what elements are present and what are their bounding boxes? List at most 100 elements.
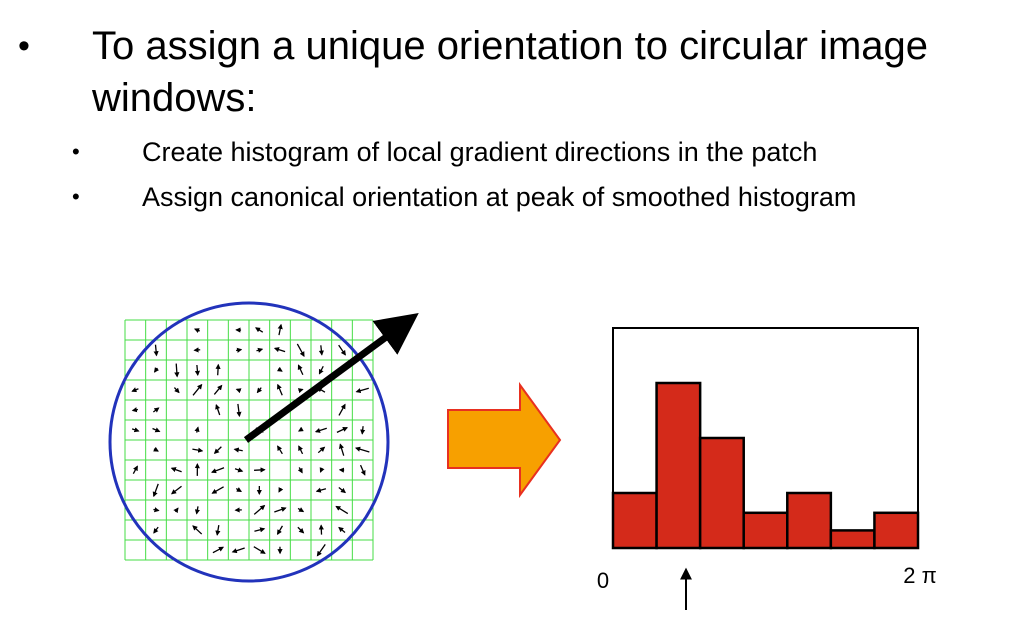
bullet: • bbox=[72, 139, 80, 164]
gradient-arrow bbox=[173, 387, 180, 394]
gradient-arrow bbox=[211, 486, 224, 494]
gradient-arrow bbox=[152, 407, 160, 413]
gradient-arrow bbox=[298, 426, 304, 432]
gradient-arrow bbox=[213, 446, 222, 455]
gradient-arrow bbox=[233, 447, 243, 453]
gradient-arrow bbox=[298, 445, 304, 455]
bullet: • bbox=[18, 27, 30, 65]
gradient-arrow bbox=[338, 344, 346, 356]
gradient-arrow bbox=[319, 467, 325, 473]
gradient-arrow bbox=[256, 387, 263, 394]
gradient-arrow bbox=[254, 467, 266, 473]
gradient-arrow bbox=[153, 344, 159, 357]
gradient-arrow bbox=[277, 445, 283, 455]
gradient-arrow bbox=[336, 427, 348, 433]
gradient-arrow bbox=[314, 427, 327, 433]
gradient-arrow bbox=[354, 446, 370, 453]
main-bullet-text: To assign a unique orientation to circul… bbox=[92, 24, 929, 120]
dominant-orientation-arrow bbox=[243, 313, 419, 443]
histogram-bar bbox=[829, 529, 876, 550]
gradient-arrow bbox=[338, 487, 347, 494]
gradient-arrow bbox=[297, 388, 304, 394]
gradient-arrow bbox=[193, 328, 200, 334]
gradient-arrow bbox=[153, 526, 159, 534]
gradient-arrow bbox=[360, 426, 366, 435]
gradient-arrow bbox=[234, 467, 244, 473]
gradient-arrow bbox=[254, 527, 266, 533]
gradient-arrow bbox=[131, 387, 139, 393]
gradient-arrow bbox=[174, 363, 180, 378]
histogram-bar bbox=[873, 511, 920, 550]
gradient-arrow bbox=[296, 343, 305, 357]
gradient-arrow bbox=[153, 367, 160, 373]
sub-bullet-text: Create histogram of local gradient direc… bbox=[142, 137, 818, 167]
gradient-arrow bbox=[213, 384, 223, 395]
gradient-arrow bbox=[297, 526, 305, 534]
gradient-arrow bbox=[173, 507, 179, 514]
gradient-arrow bbox=[192, 447, 204, 453]
gradient-arrow bbox=[132, 465, 138, 474]
histogram-bar bbox=[655, 381, 702, 550]
gradient-arrow bbox=[278, 486, 284, 493]
gradient-arrow bbox=[253, 546, 266, 554]
gradient-arrow bbox=[338, 443, 345, 456]
gradient-arrow bbox=[318, 365, 324, 375]
gradient-arrow bbox=[274, 506, 287, 513]
window-circle bbox=[108, 301, 390, 583]
gradient-arrow bbox=[235, 347, 243, 353]
gradient-arrow bbox=[212, 546, 225, 554]
gradient-arrow bbox=[338, 403, 346, 416]
gradient-arrow bbox=[318, 345, 324, 356]
histogram-bar bbox=[611, 491, 658, 550]
gradient-arrow bbox=[153, 446, 159, 452]
gradient-arrow bbox=[277, 323, 283, 336]
gradient-arrow bbox=[317, 446, 326, 454]
gradient-arrow bbox=[277, 383, 283, 396]
gradient-arrow bbox=[276, 525, 284, 536]
gradient-arrow bbox=[170, 485, 182, 495]
histogram-bar bbox=[786, 491, 833, 550]
gradient-arrow bbox=[355, 387, 369, 394]
gradient-arrow bbox=[315, 487, 327, 493]
sub-bullet-text: Assign canonical orientation at peak of … bbox=[142, 182, 857, 212]
gradient-arrow bbox=[152, 427, 161, 433]
gradient-arrow bbox=[276, 366, 283, 372]
gradient-arrow bbox=[297, 364, 304, 376]
gradient-arrow bbox=[236, 403, 242, 418]
gradient-arrow bbox=[215, 403, 221, 416]
gradient-arrow bbox=[359, 464, 366, 476]
gradient-arrow bbox=[211, 467, 225, 474]
gradient-arrow bbox=[235, 487, 242, 492]
gradient-arrow bbox=[131, 407, 139, 413]
x-end-label: 2 π bbox=[903, 563, 937, 588]
gradient-arrow bbox=[194, 426, 200, 433]
gradient-arrow bbox=[316, 543, 326, 557]
gradient-arrow bbox=[194, 506, 200, 515]
gradient-arrow bbox=[215, 363, 221, 376]
gradient-arrow bbox=[215, 525, 221, 536]
gradient-arrow bbox=[297, 467, 303, 474]
gradient-arrow bbox=[297, 507, 305, 513]
gradient-arrow bbox=[170, 467, 182, 473]
gradient-arrow bbox=[338, 526, 346, 534]
gradient-arrow bbox=[255, 327, 264, 333]
x-start-label: 0 bbox=[597, 568, 609, 593]
gradient-arrow bbox=[153, 507, 160, 513]
gradient-arrow bbox=[335, 505, 349, 515]
gradient-arrow bbox=[192, 383, 203, 396]
gradient-arrow bbox=[131, 427, 140, 433]
patch-grid bbox=[124, 319, 374, 561]
gradient-arrow bbox=[194, 364, 200, 377]
gradient-arrow bbox=[235, 388, 242, 394]
histogram-bar bbox=[698, 436, 745, 550]
gradient-arrow bbox=[273, 347, 286, 353]
process-arrow bbox=[447, 381, 562, 499]
gradient-arrow bbox=[152, 483, 159, 498]
gradient-arrow bbox=[192, 525, 203, 535]
gradient-arrow bbox=[253, 504, 266, 515]
bullet: • bbox=[72, 184, 80, 209]
gradient-arrow bbox=[256, 347, 264, 353]
gradient-arrow bbox=[231, 547, 245, 554]
